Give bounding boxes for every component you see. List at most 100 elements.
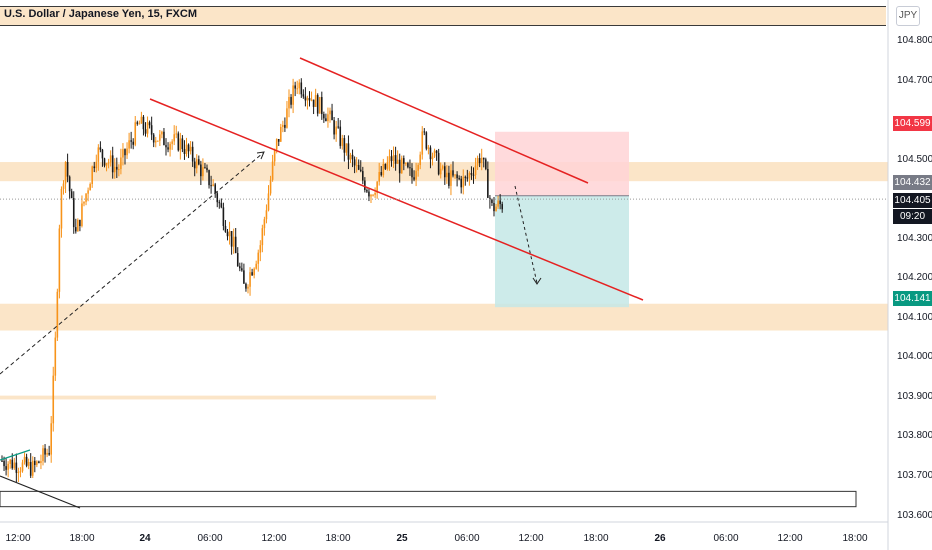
candle-body xyxy=(171,141,173,144)
candle-body xyxy=(493,202,495,212)
candle-body xyxy=(390,156,393,162)
candle-body xyxy=(275,138,278,150)
candle-body xyxy=(448,172,450,186)
zone xyxy=(0,303,888,331)
candle-body xyxy=(195,159,198,169)
candle-body xyxy=(392,155,395,162)
candle-body xyxy=(286,108,288,128)
candle-body xyxy=(120,157,122,170)
x-tick-label: 18:00 xyxy=(69,533,94,544)
candle-body xyxy=(218,202,221,204)
y-tick-label: 104.300 xyxy=(897,233,932,244)
candle-body xyxy=(228,231,231,237)
y-tick-label: 103.700 xyxy=(897,470,932,481)
candle-body xyxy=(362,171,364,181)
x-tick-label: 18:00 xyxy=(325,533,350,544)
candle-body xyxy=(1,460,3,462)
candle-body xyxy=(234,236,237,254)
candle-body xyxy=(444,166,446,178)
candle-body xyxy=(83,201,85,204)
candle-body xyxy=(310,99,313,101)
candle-body xyxy=(95,161,98,169)
candle-body xyxy=(214,184,216,194)
candle-body xyxy=(54,337,57,376)
candle-body xyxy=(212,184,214,186)
candle-body xyxy=(21,462,24,472)
candle-body xyxy=(124,149,126,156)
currency-button[interactable]: JPY xyxy=(896,6,920,26)
trend-line-green xyxy=(0,449,31,461)
y-tick-label: 104.500 xyxy=(897,154,932,165)
candle-body xyxy=(239,266,241,269)
candle-body xyxy=(415,170,417,180)
candle-body xyxy=(487,169,489,198)
candle-body xyxy=(255,263,257,269)
candle-body xyxy=(282,124,284,127)
candle-body xyxy=(79,219,81,227)
candle-body xyxy=(113,166,116,173)
x-tick-label: 12:00 xyxy=(518,533,543,544)
candle-body xyxy=(66,161,69,177)
candle-body xyxy=(388,156,391,163)
candle-body xyxy=(193,161,196,169)
candle-body xyxy=(159,134,161,141)
candle-body xyxy=(441,166,444,169)
candle-body xyxy=(157,140,159,142)
candle-body xyxy=(306,97,309,101)
y-tick-label: 104.000 xyxy=(897,351,932,362)
candle-body xyxy=(394,155,397,164)
candle-body xyxy=(374,193,376,195)
candle-body xyxy=(271,161,274,180)
candle-body xyxy=(191,146,194,162)
candle-body xyxy=(31,460,34,476)
candle-body xyxy=(38,461,40,463)
candle-body xyxy=(177,133,180,151)
candle-body xyxy=(202,167,204,177)
candle-body xyxy=(91,166,93,185)
candle-body xyxy=(226,231,229,237)
x-tick-label: 12:00 xyxy=(261,533,286,544)
candle-body xyxy=(56,291,59,338)
candle-body xyxy=(337,126,339,128)
candle-body xyxy=(413,177,415,180)
candle-body xyxy=(173,134,175,142)
candle-body xyxy=(34,460,36,465)
candle-body xyxy=(302,94,305,97)
candle-body xyxy=(29,461,32,476)
candle-body xyxy=(370,195,372,197)
candle-body xyxy=(456,174,458,179)
candle-body xyxy=(230,231,233,247)
candle-body xyxy=(146,122,149,134)
candle-body xyxy=(46,452,48,455)
candle-body xyxy=(423,131,426,133)
candle-body xyxy=(433,150,436,157)
candle-body xyxy=(263,219,266,229)
candle-body xyxy=(222,207,225,226)
candle-body xyxy=(277,138,280,142)
candle-body xyxy=(62,183,65,189)
candle-body xyxy=(249,272,251,287)
candle-body xyxy=(134,122,137,145)
candle-body xyxy=(411,168,413,178)
entry-price-tag: 104.432 xyxy=(893,175,932,190)
candle-body xyxy=(480,157,483,164)
candle-body xyxy=(116,166,118,170)
title-bar xyxy=(0,6,886,26)
candle-body xyxy=(77,219,79,232)
candle-body xyxy=(247,286,249,289)
candle-body xyxy=(251,272,253,276)
candle-body xyxy=(280,126,282,142)
candle-body xyxy=(87,190,89,194)
candle-body xyxy=(243,270,245,284)
candle-body xyxy=(169,143,171,150)
last-price-tag: 104.405 xyxy=(893,193,932,208)
candle-body xyxy=(318,97,321,114)
candle-body xyxy=(491,199,493,203)
candle-body xyxy=(304,96,307,101)
candle-body xyxy=(466,177,469,179)
candle-body xyxy=(452,170,454,176)
candle-body xyxy=(130,140,132,142)
x-tick-label: 06:00 xyxy=(454,533,479,544)
